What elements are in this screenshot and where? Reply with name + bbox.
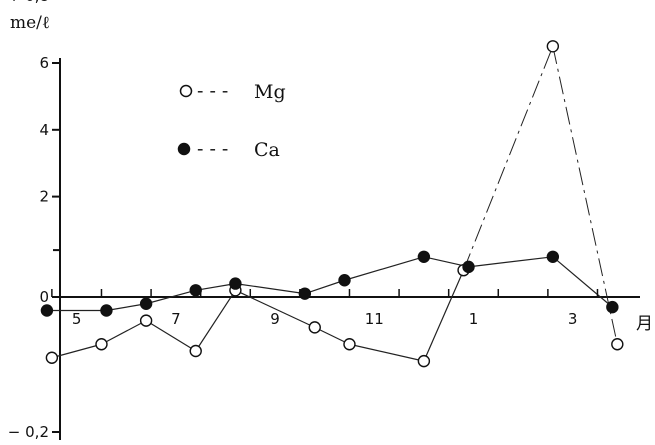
series-line-ca xyxy=(344,256,425,281)
series-line-mg xyxy=(101,320,147,345)
series-line-ca xyxy=(468,256,553,268)
series-line-mg xyxy=(145,320,197,352)
series-line-mg xyxy=(423,269,465,362)
data-point-ca xyxy=(229,277,242,290)
series-line-ca xyxy=(235,283,305,295)
data-point-ca xyxy=(100,304,113,317)
x-tick-label: 7 xyxy=(171,310,181,328)
data-point-ca xyxy=(546,250,560,263)
data-point-mg xyxy=(308,321,321,334)
data-point-mg xyxy=(417,354,431,368)
series-line-ca xyxy=(145,289,196,305)
data-point-mg xyxy=(546,40,560,53)
legend-label-mg: Mg xyxy=(254,81,286,103)
data-point-mg xyxy=(611,338,624,351)
legend-label-ca: Ca xyxy=(254,139,280,161)
x-unit-label: 月 xyxy=(636,314,653,334)
series-line-mg xyxy=(314,326,350,345)
data-point-mg xyxy=(45,351,59,364)
y-tick-label: 2 xyxy=(39,188,49,206)
data-point-ca xyxy=(462,260,475,274)
y-tick-label: 4 xyxy=(39,121,49,139)
legend-line-mg: - - - xyxy=(197,80,228,102)
legend: - - - Mg - - - Ca xyxy=(177,80,286,161)
data-point-mg xyxy=(189,344,202,358)
series-lines xyxy=(46,46,618,362)
x-tick-label: 1 xyxy=(469,310,479,328)
y-tick-label: 6 xyxy=(39,54,49,72)
series-line-ca xyxy=(106,303,147,312)
data-point-ca xyxy=(40,304,54,317)
series-line-mg xyxy=(235,289,316,328)
series-line-ca xyxy=(552,256,613,308)
x-tick-label: 3 xyxy=(568,310,578,328)
data-point-ca xyxy=(338,274,351,287)
series-line-ca xyxy=(195,283,236,291)
series-line-mg xyxy=(552,46,618,345)
legend-marker-mg xyxy=(179,84,193,98)
series-line-ca xyxy=(304,279,345,295)
legend-line-ca: - - - xyxy=(197,138,228,160)
data-point-ca xyxy=(417,250,431,263)
legend-marker-ca xyxy=(177,142,191,156)
data-point-mg xyxy=(343,338,356,351)
data-point-mg xyxy=(139,314,153,327)
x-tick-label: 5 xyxy=(72,310,82,328)
data-point-ca xyxy=(189,284,202,297)
series-line-mg xyxy=(51,343,102,359)
y-tick-label: + 0,8 xyxy=(8,0,49,5)
series-line-mg xyxy=(349,343,425,362)
data-point-mg xyxy=(95,338,108,351)
x-tick-label: 11 xyxy=(365,310,384,328)
y-unit-label: me/ℓ xyxy=(10,13,50,33)
y-tick-label: 0 xyxy=(39,288,49,306)
data-point-ca xyxy=(139,297,153,310)
data-point-ca xyxy=(298,287,312,300)
series-line-mg xyxy=(463,46,554,271)
series-line-mg xyxy=(195,289,236,352)
series-points xyxy=(40,40,624,368)
data-point-ca xyxy=(606,300,619,314)
y-tick-label: − 0,2 xyxy=(8,423,49,441)
x-tick-label: 9 xyxy=(270,310,280,328)
